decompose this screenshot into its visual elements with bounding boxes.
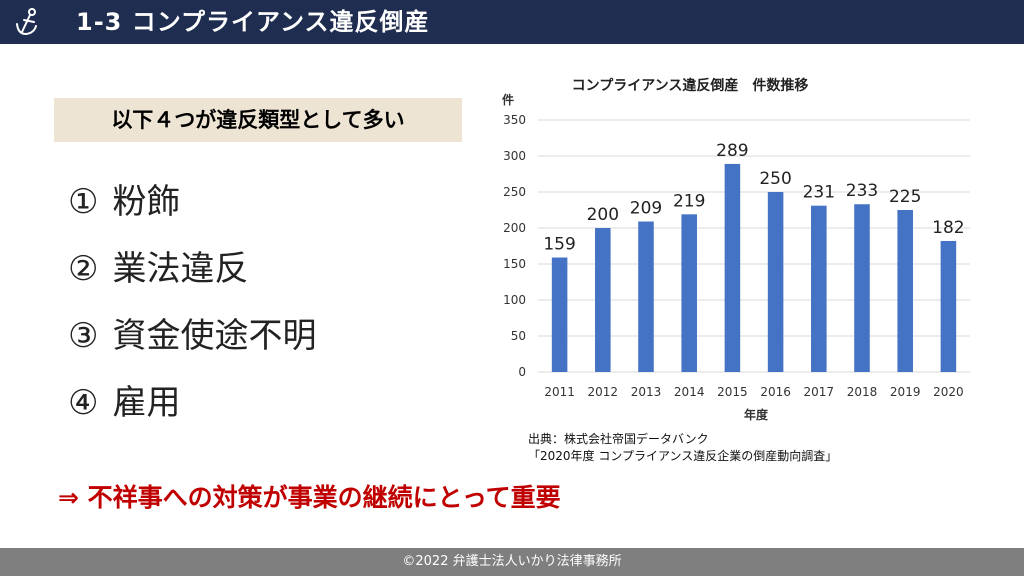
header-bar: 1-3 コンプライアンス違反倒産 [0,0,1024,44]
y-tick-label: 0 [518,365,526,379]
y-tick-label: 200 [503,221,526,235]
bar-2020 [940,240,957,372]
data-label: 250 [759,169,791,189]
data-labels: 159 200 209 219 289 250 231 233 225 182 [543,141,964,255]
bar-2017 [811,205,827,372]
y-tick-label: 100 [503,293,526,307]
item-number: ④ [68,383,99,423]
data-label: 225 [889,187,921,207]
data-label: 289 [716,141,748,161]
item-label: 粉飾 [112,182,181,222]
list-item: ① 粉飾 [68,174,330,241]
data-label: 209 [630,199,662,219]
data-label: 182 [932,218,964,238]
x-tick-label: 2011 [544,385,575,399]
data-label: 233 [846,181,878,201]
y-tick-label: 350 [503,113,526,127]
bar-2011 [551,257,568,372]
x-tick-label: 2015 [717,385,748,399]
list-item: ② 業法違反 [68,241,330,308]
bar-2018 [854,204,870,372]
list-item: ③ 資金使途不明 [68,308,330,375]
bar-2012 [595,228,611,372]
source-line-1: 出典：株式会社帝国データバンク [528,432,709,446]
chart-bars [551,163,957,372]
conclusion-text: ⇒ 不祥事への対策が事業の継続にとって重要 [58,483,561,512]
x-tick-label: 2020 [933,385,964,399]
source-citation: 出典：株式会社帝国データバンク 「2020年度 コンプライアンス違反企業の倒産動… [528,431,837,465]
y-tick-labels: 0 50 100 150 200 250 300 350 [503,113,526,379]
data-label: 219 [673,191,705,211]
bar-2016 [767,192,784,372]
y-tick-label: 250 [503,185,526,199]
x-tick-labels: 2011 2012 2013 2014 2015 2016 2017 2018 2019 2020 [544,385,963,399]
x-axis-label: 年度 [744,407,769,422]
y-tick-label: 150 [503,257,526,271]
item-label: 資金使途不明 [112,316,317,356]
data-label: 231 [803,183,835,203]
item-number: ② [68,249,99,289]
x-tick-label: 2014 [674,385,705,399]
y-tick-label: 50 [511,329,526,343]
item-number: ③ [68,316,99,356]
list-item: ④ 雇用 [68,375,330,442]
x-tick-label: 2019 [890,385,921,399]
subheading: 以下４つが違反類型として多い [54,98,462,142]
footer-copyright: ©2022 弁護士法人いかり法律事務所 [0,548,1024,576]
data-label: 159 [543,235,575,255]
data-label: 200 [587,205,619,225]
source-line-2: 「2020年度 コンプライアンス違反企業の倒産動向調査」 [528,449,838,463]
page-title: 1-3 コンプライアンス違反倒産 [76,8,430,36]
anchor-icon [16,8,37,36]
violation-types-list: ① 粉飾 ② 業法違反 ③ 資金使途不明 ④ 雇用 [68,174,330,442]
y-axis-label: 件 [502,92,514,107]
chart-title: コンプライアンス違反倒産 件数推移 [572,77,809,94]
x-tick-label: 2016 [760,385,791,399]
bar-2019 [897,210,913,372]
x-tick-label: 2017 [804,385,835,399]
y-tick-label: 300 [503,149,526,163]
x-tick-label: 2013 [631,385,662,399]
bar-2014 [681,214,697,372]
item-label: 雇用 [112,383,181,423]
x-tick-label: 2012 [588,385,619,399]
x-tick-label: 2018 [847,385,878,399]
item-number: ① [68,182,99,222]
bar-2015 [724,163,741,372]
item-label: 業法違反 [112,249,249,289]
bar-2013 [638,221,654,372]
bankruptcy-bar-chart: コンプライアンス違反倒産 件数推移 件 年度 0 50 100 150 200 250 30… [502,77,970,422]
